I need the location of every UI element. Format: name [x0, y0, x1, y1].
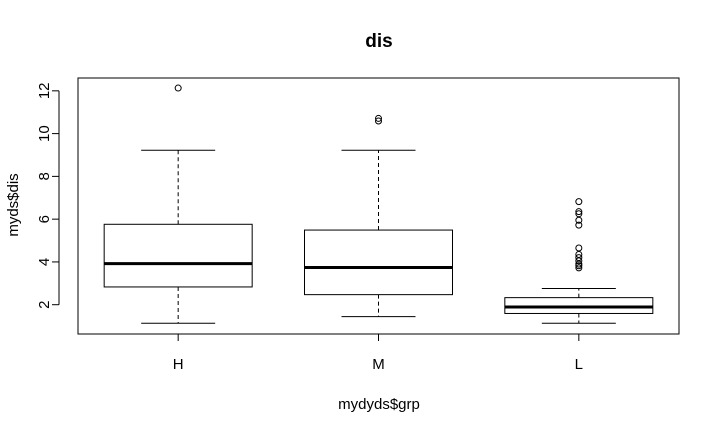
x-tick-label: L [575, 356, 583, 373]
chart-title: dis [365, 31, 392, 52]
y-tick-label: 4 [36, 258, 53, 266]
outlier-point [375, 114, 382, 122]
boxes-layer [103, 84, 654, 324]
y-tick-label: 6 [36, 215, 53, 223]
y-tick-label: 8 [36, 172, 53, 180]
x-tick-label: H [173, 356, 184, 373]
y-tick-label: 2 [36, 301, 53, 309]
outlier-point [174, 84, 182, 92]
outlier-point [575, 264, 583, 272]
y-tick-label: 10 [36, 125, 53, 142]
x-tick-label: M [372, 356, 385, 373]
y-axis-label: myds$dis [5, 173, 22, 236]
outlier-point [575, 221, 583, 229]
y-axis: 2 4 6 8 10 12 [36, 82, 60, 309]
box-iqr [103, 223, 253, 288]
outlier-point [575, 244, 583, 252]
box-group-H [103, 84, 253, 324]
outlier-point [575, 254, 583, 262]
outlier-point [575, 208, 583, 216]
x-axis-label: mydyds$grp [338, 396, 420, 413]
box-group-M [304, 114, 453, 318]
outlier-point [375, 117, 382, 125]
box-iqr [304, 229, 453, 296]
box-group-L [504, 198, 654, 324]
outlier-point [575, 210, 583, 218]
outlier-point [575, 198, 583, 206]
y-tick-label: 12 [36, 82, 53, 99]
